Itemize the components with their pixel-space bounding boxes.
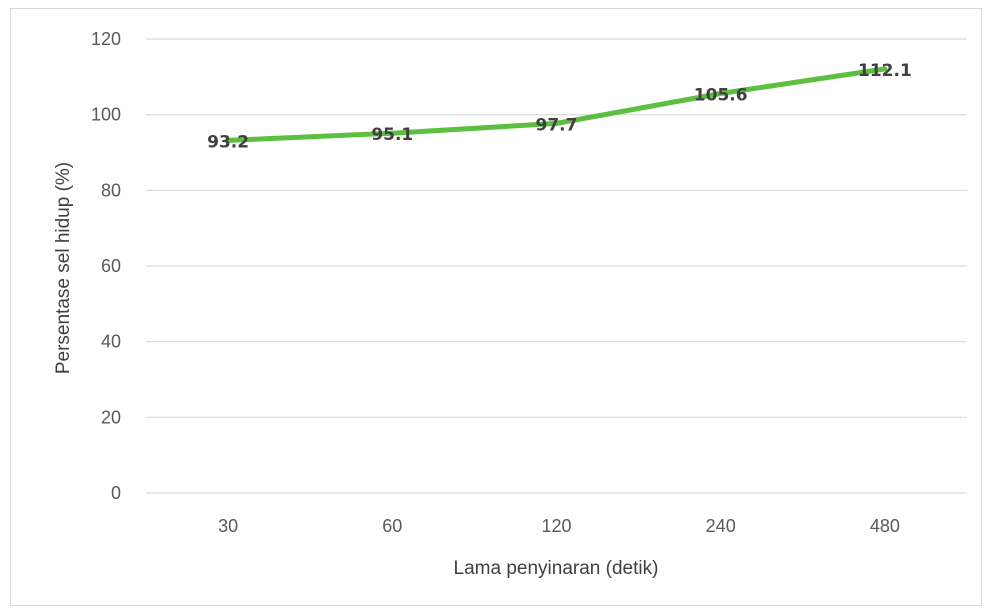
x-axis-title: Lama penyinaran (detik) [454, 558, 659, 579]
data-label: 93.2 [207, 132, 249, 152]
y-axis-title: Persentase sel hidup (%) [53, 162, 74, 374]
data-point [882, 66, 888, 72]
x-tick-label: 240 [706, 516, 736, 536]
y-tick-label: 60 [101, 256, 121, 276]
data-point [225, 137, 231, 143]
y-tick-label: 120 [91, 29, 121, 49]
data-point [554, 120, 559, 126]
y-tick-label: 80 [101, 180, 121, 200]
x-tick-label: 120 [541, 516, 571, 536]
x-tick-label: 480 [870, 516, 900, 536]
data-label: 105.6 [694, 85, 748, 105]
data-label: 95.1 [371, 125, 413, 145]
y-tick-label: 40 [101, 332, 121, 352]
y-tick-label: 100 [91, 105, 121, 125]
y-tick-label: 0 [111, 483, 121, 503]
data-label: 112.1 [858, 61, 912, 81]
chart-frame [10, 8, 982, 606]
y-axis-ticks: 0 20 40 60 80 100 120 [91, 29, 121, 503]
gridlines [146, 38, 967, 494]
data-point [389, 130, 395, 136]
x-tick-label: 60 [382, 516, 402, 536]
data-point [718, 90, 724, 96]
data-labels: 93.2 95.1 97.7 105.6 112.1 [207, 61, 912, 153]
x-axis-ticks: 30 60 120 240 480 [218, 516, 900, 536]
data-label: 97.7 [536, 115, 578, 135]
x-tick-label: 30 [218, 516, 238, 536]
y-tick-label: 20 [101, 407, 121, 427]
series-layer [225, 66, 888, 143]
